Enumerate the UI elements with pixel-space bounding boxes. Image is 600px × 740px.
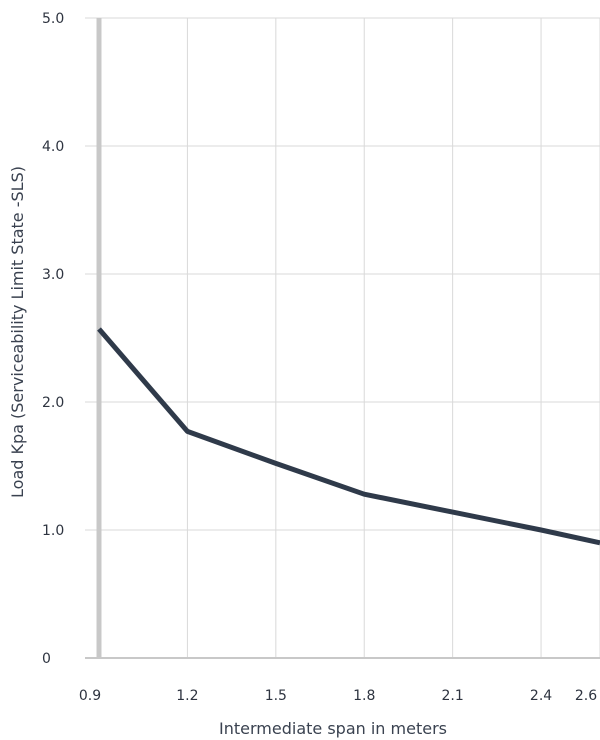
grid-layer [85, 17, 600, 658]
series-layer [97, 327, 600, 546]
x-axis-title: Intermediate span in meters [219, 719, 447, 738]
y-tick-label: 2.0 [42, 395, 64, 411]
y-tick-label: 1.0 [42, 523, 64, 539]
x-tick-label: 2.1 [442, 688, 464, 704]
y-tick-labels: 0 1.0 2.0 3.0 4.0 5.0 [42, 11, 64, 667]
series-line [97, 327, 600, 546]
x-tick-label: 1.2 [176, 688, 198, 704]
x-tick-labels: 0.9 1.2 1.5 1.8 2.1 2.4 2.6 [79, 688, 597, 704]
x-tick-label: 1.5 [265, 688, 287, 704]
x-tick-label: 0.9 [79, 688, 101, 704]
y-tick-label: 0 [42, 651, 51, 667]
x-tick-label: 1.8 [353, 688, 375, 704]
x-tick-label: 2.4 [530, 688, 552, 704]
y-tick-label: 5.0 [42, 11, 64, 27]
y-tick-label: 3.0 [42, 267, 64, 283]
y-axis-title: Load Kpa (Serviceability Limit State -SL… [8, 166, 27, 498]
x-tick-label: 2.6 [575, 688, 597, 704]
axis-layer [85, 18, 600, 659]
y-tick-label: 4.0 [42, 139, 64, 155]
